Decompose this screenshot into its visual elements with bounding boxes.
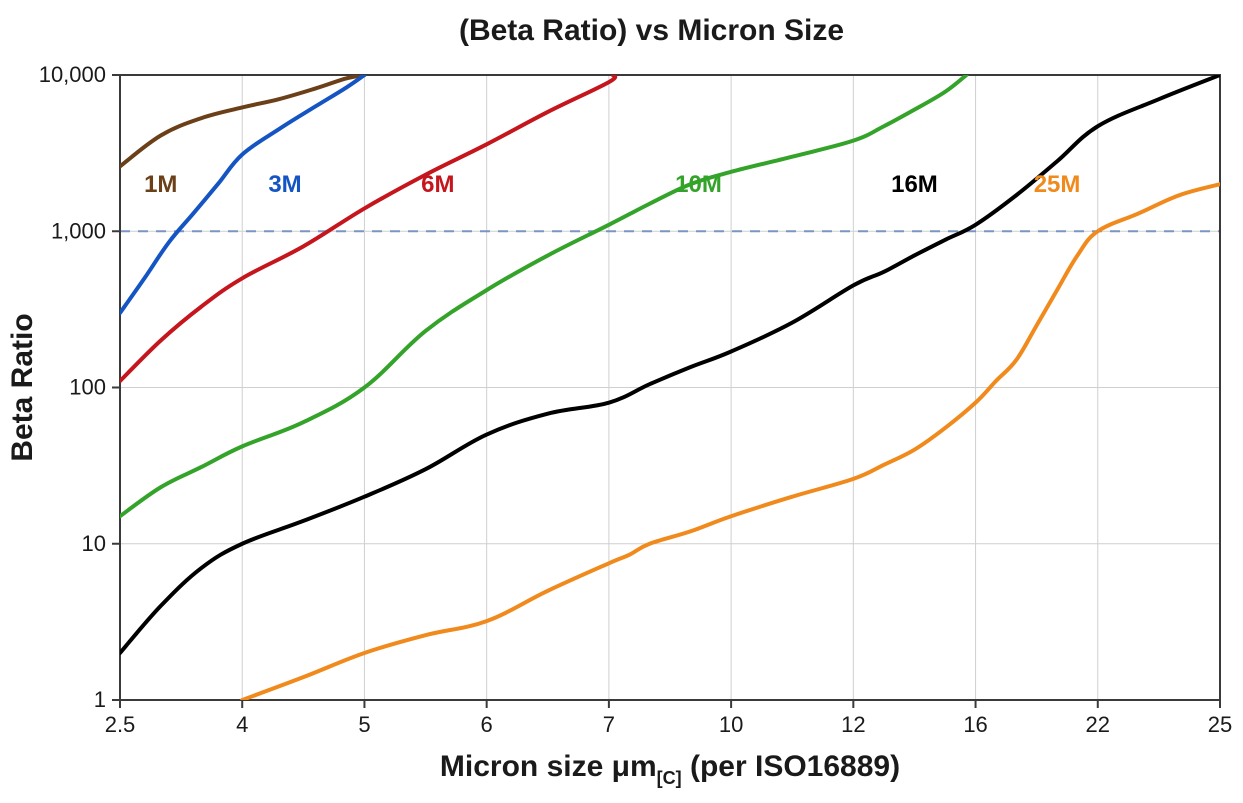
- x-tick-label: 12: [841, 712, 865, 737]
- chart-svg: 2.5 4 5 6 7 10 12 16 22 25 1 10 100 1,000 10,000 1M 3M 6M…: [0, 0, 1243, 803]
- x-tick-label: 7: [603, 712, 615, 737]
- x-tick-label: 10: [719, 712, 743, 737]
- x-tick-label: 22: [1086, 712, 1110, 737]
- y-tick-label: 10,000: [39, 62, 106, 87]
- y-tick-label: 10: [82, 531, 106, 556]
- x-tick-label: 6: [481, 712, 493, 737]
- x-tick-label: 2.5: [105, 712, 136, 737]
- y-tick-label: 1: [94, 687, 106, 712]
- y-tick-label: 100: [69, 375, 106, 400]
- series-label-6M: 6M: [421, 171, 454, 198]
- x-tick-label: 5: [358, 712, 370, 737]
- y-tick-label: 1,000: [51, 218, 106, 243]
- x-tick-label: 25: [1208, 712, 1232, 737]
- series-label-1M: 1M: [144, 171, 177, 198]
- x-axis-label: Micron size μm[C] (per ISO16889): [440, 750, 900, 788]
- series-label-16M: 16M: [891, 171, 938, 198]
- gridlines: [120, 75, 1220, 700]
- y-axis-label: Beta Ratio: [6, 313, 39, 461]
- x-tick-label: 16: [963, 712, 987, 737]
- series-label-25M: 25M: [1034, 171, 1081, 198]
- chart-title: (Beta Ratio) vs Micron Size: [459, 14, 844, 47]
- series-line-16M: [120, 75, 1220, 653]
- series-label-3M: 3M: [268, 171, 301, 198]
- x-tick-label: 4: [236, 712, 248, 737]
- series-label-10M: 10M: [675, 171, 722, 198]
- chart-container: 2.5 4 5 6 7 10 12 16 22 25 1 10 100 1,000 10,000 1M 3M 6M…: [0, 0, 1243, 803]
